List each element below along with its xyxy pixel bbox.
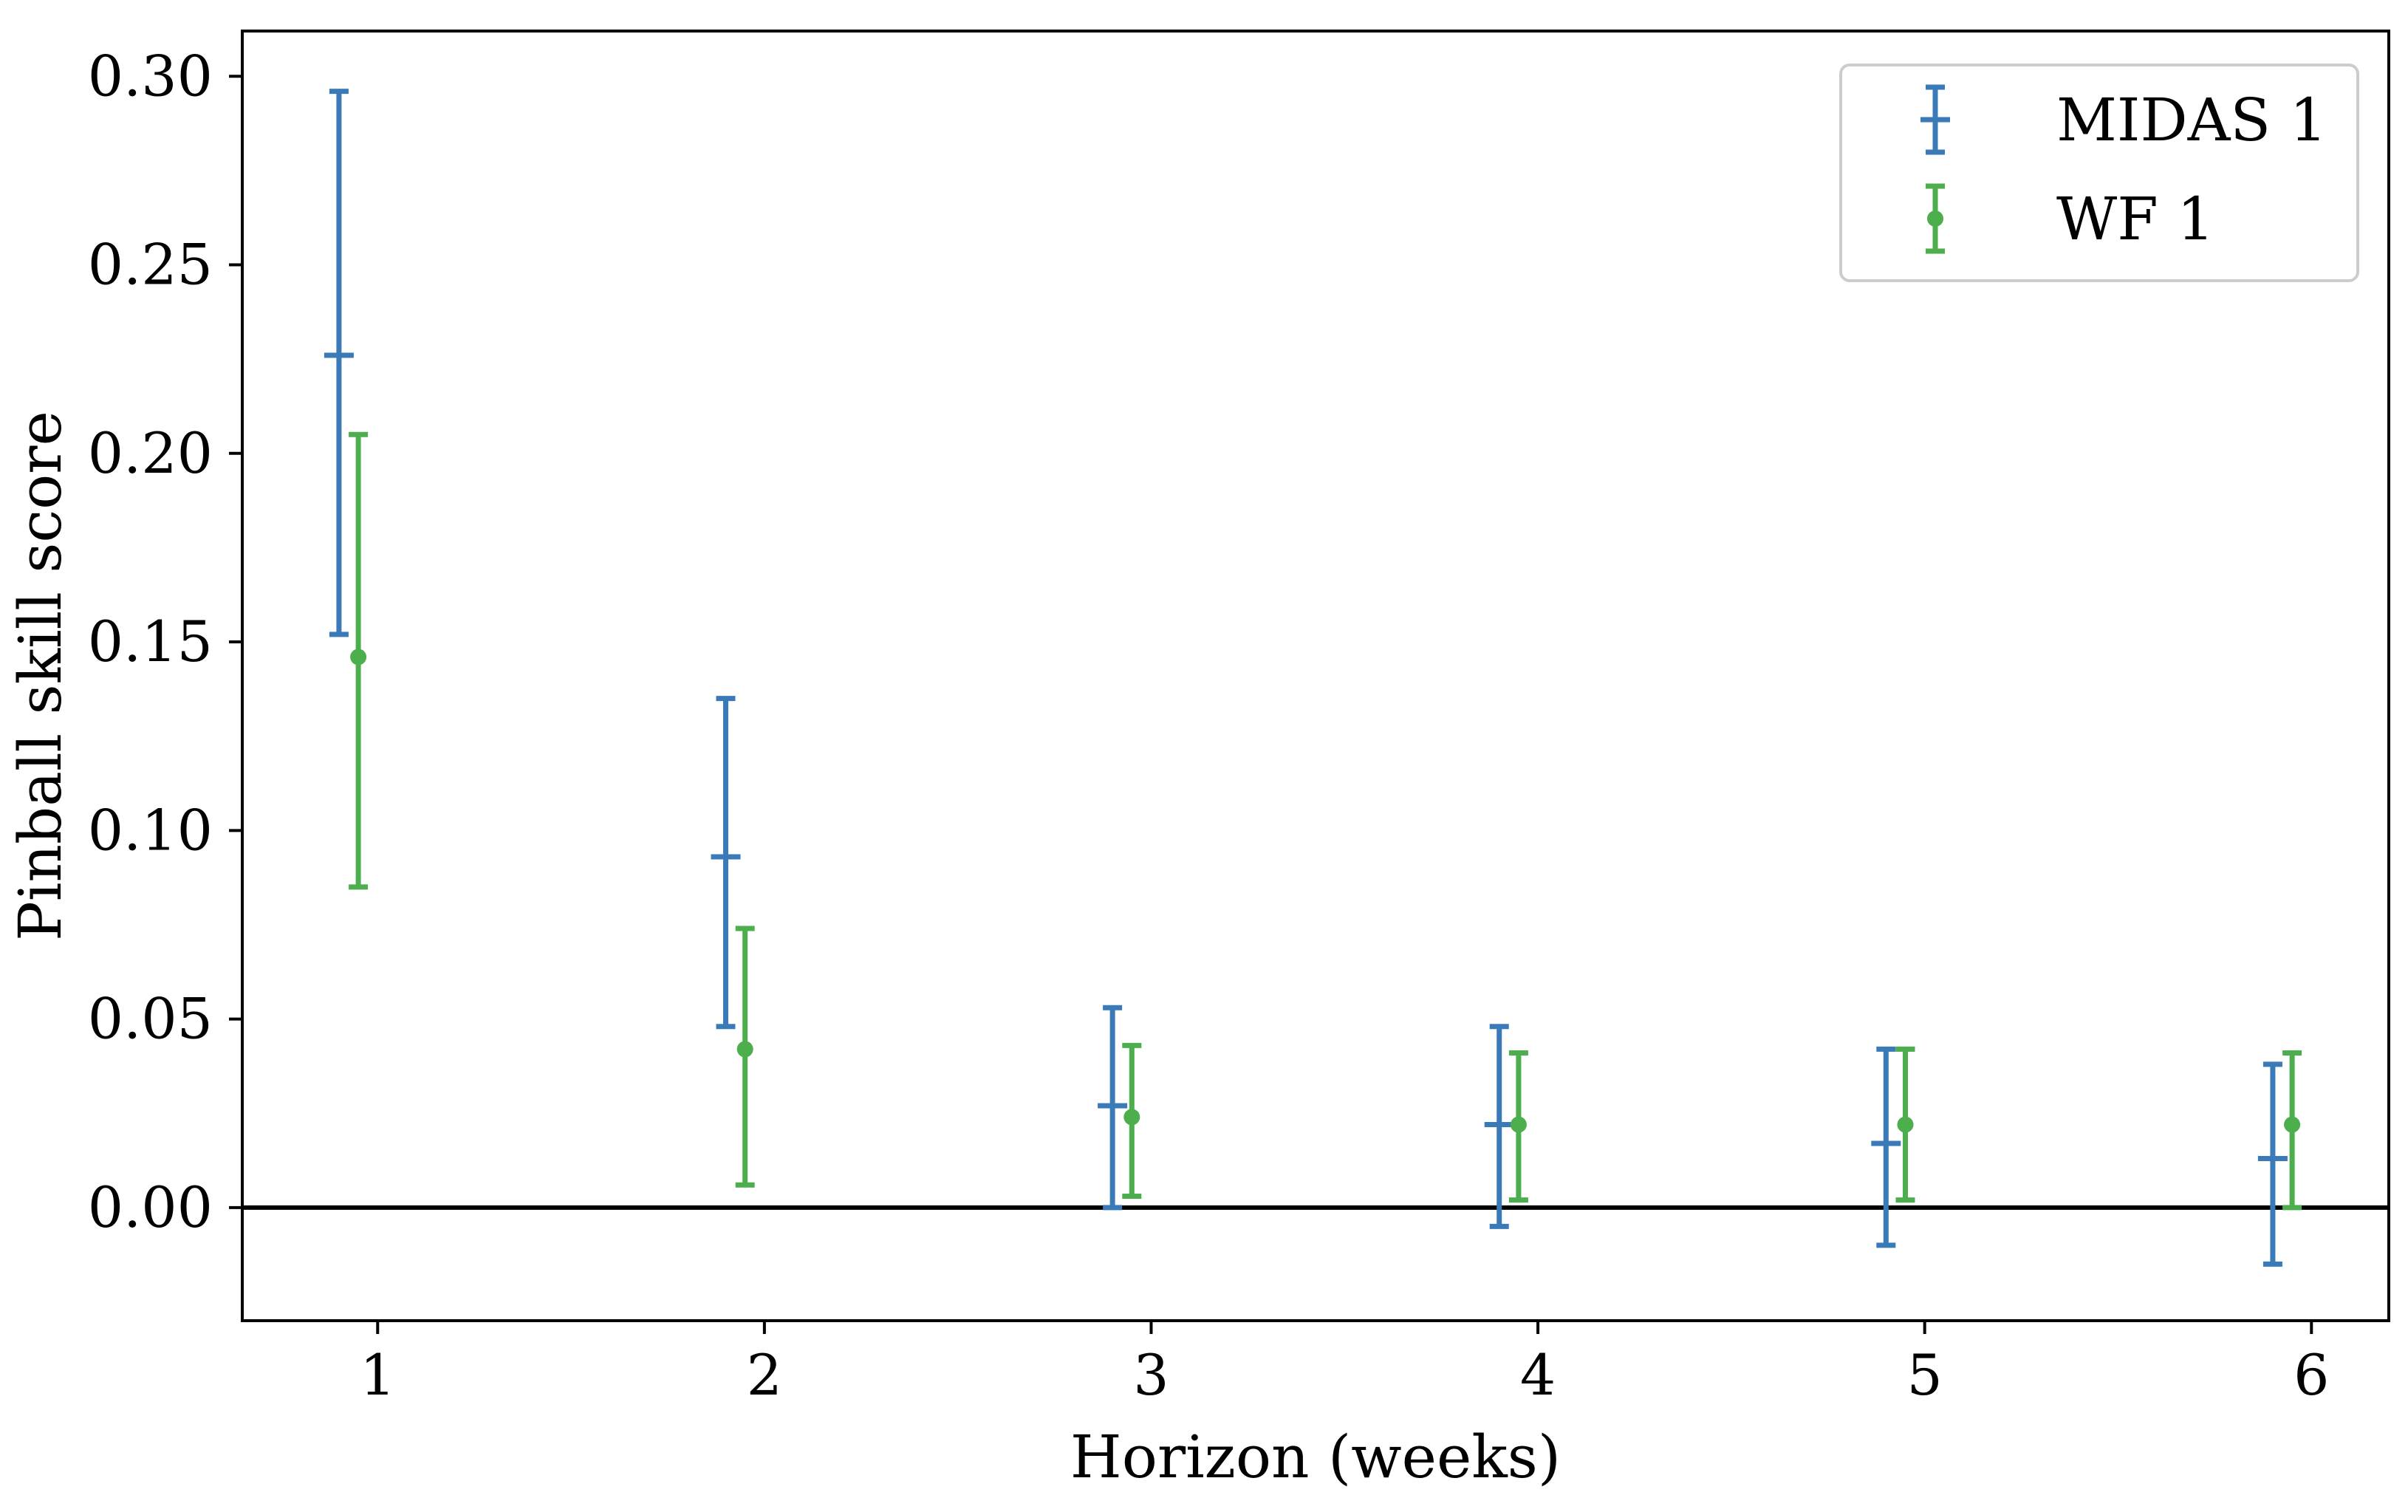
midas-1-errorbar	[1098, 1005, 1128, 1211]
midas-1-errorbar	[2257, 1061, 2288, 1267]
y-tick-label: 0.00	[88, 1174, 213, 1240]
wf-1-point	[1123, 1109, 1140, 1126]
x-tick-label: 4	[1520, 1342, 1556, 1408]
x-tick-label: 6	[2294, 1342, 2329, 1408]
x-tick-label: 5	[1906, 1342, 1942, 1408]
wf-1-errorbar	[2282, 1050, 2302, 1211]
midas-1-errorbar	[1484, 1024, 1514, 1229]
x-axis-label: Horizon (weeks)	[1070, 1423, 1561, 1491]
y-tick-label: 0.25	[88, 232, 213, 298]
y-tick-label: 0.10	[88, 797, 213, 863]
legend-entry-wf-1	[1926, 183, 1945, 254]
wf-1-point	[1510, 1116, 1527, 1133]
legend-entry-midas-1	[1920, 84, 1950, 155]
wf-1-point	[2284, 1116, 2301, 1133]
y-tick-label: 0.15	[88, 609, 213, 674]
legend-marker	[1927, 211, 1943, 227]
wf-1-errorbar	[1895, 1046, 1915, 1203]
wf-1-errorbar	[1508, 1050, 1528, 1203]
x-tick-label: 3	[1133, 1342, 1169, 1408]
wf-1-point	[736, 1041, 753, 1058]
legend-label-midas-1: MIDAS 1	[2056, 86, 2327, 154]
y-tick-label: 0.20	[88, 420, 213, 486]
midas-1-errorbar	[711, 696, 741, 1030]
legend: MIDAS 1 WF 1	[1839, 64, 2359, 282]
wf-1-point	[1897, 1116, 1914, 1133]
plot-frame	[241, 30, 2390, 1322]
axes-layer: 1 2 3 4 5 6 0.00 0.05 0.10 0.15 0.20 0.25 0.30	[88, 43, 2330, 1408]
y-tick-label: 0.30	[88, 43, 213, 109]
x-tick-label: 2	[747, 1342, 782, 1408]
midas-1-errorbar	[1871, 1046, 1901, 1248]
legend-box	[1839, 64, 2359, 282]
midas-1-errorbar	[324, 89, 354, 637]
wf-1-errorbar	[1122, 1042, 1142, 1200]
error-bars	[324, 89, 2302, 1267]
y-axis-label: Pinball skill score	[6, 411, 75, 941]
wf-1-point	[350, 649, 367, 666]
legend-label-wf-1: WF 1	[2056, 185, 2214, 253]
wf-1-errorbar	[735, 926, 755, 1188]
x-tick-label: 1	[360, 1342, 395, 1408]
wf-1-errorbar	[349, 431, 369, 890]
y-tick-label: 0.05	[88, 986, 213, 1052]
